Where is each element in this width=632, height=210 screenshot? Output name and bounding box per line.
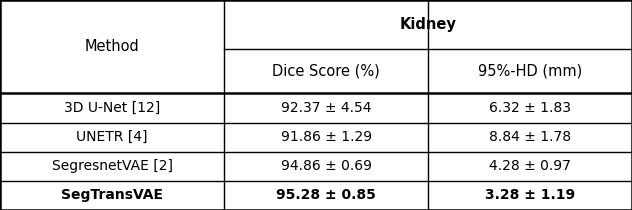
Text: 3D U-Net [12]: 3D U-Net [12] (64, 101, 161, 115)
Text: UNETR [4]: UNETR [4] (76, 130, 148, 144)
Text: SegresnetVAE [2]: SegresnetVAE [2] (52, 159, 173, 173)
Text: 94.86 ± 0.69: 94.86 ± 0.69 (281, 159, 372, 173)
Text: Method: Method (85, 39, 140, 54)
Text: 6.32 ± 1.83: 6.32 ± 1.83 (489, 101, 571, 115)
Text: Kidney: Kidney (400, 17, 456, 32)
Text: 8.84 ± 1.78: 8.84 ± 1.78 (489, 130, 571, 144)
Text: 95%-HD (mm): 95%-HD (mm) (478, 64, 582, 79)
Text: 4.28 ± 0.97: 4.28 ± 0.97 (489, 159, 571, 173)
Text: SegTransVAE: SegTransVAE (61, 188, 163, 202)
Text: 3.28 ± 1.19: 3.28 ± 1.19 (485, 188, 575, 202)
Text: 92.37 ± 4.54: 92.37 ± 4.54 (281, 101, 372, 115)
Text: 95.28 ± 0.85: 95.28 ± 0.85 (276, 188, 376, 202)
Text: Dice Score (%): Dice Score (%) (272, 64, 380, 79)
Text: 91.86 ± 1.29: 91.86 ± 1.29 (281, 130, 372, 144)
